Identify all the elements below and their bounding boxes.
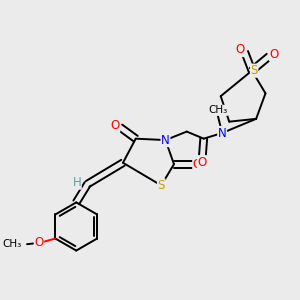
Text: N: N — [161, 134, 170, 147]
Text: CH₃: CH₃ — [3, 239, 22, 249]
Text: O: O — [269, 48, 279, 61]
Text: O: O — [235, 44, 244, 56]
Text: O: O — [34, 236, 44, 249]
Text: CH₃: CH₃ — [208, 105, 227, 115]
Text: N: N — [218, 127, 226, 140]
Text: H: H — [72, 176, 81, 189]
Text: O: O — [193, 158, 202, 171]
Text: S: S — [158, 179, 165, 192]
Text: S: S — [250, 64, 258, 77]
Text: O: O — [198, 156, 207, 169]
Text: O: O — [110, 119, 120, 132]
